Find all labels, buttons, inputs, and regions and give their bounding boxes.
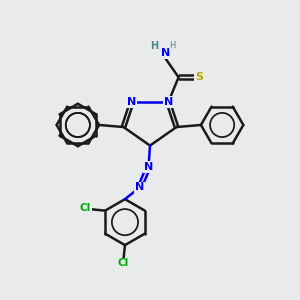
Text: N: N [164, 97, 173, 107]
Text: N: N [144, 162, 153, 172]
Text: N: N [161, 48, 170, 58]
Text: S: S [195, 72, 203, 82]
Text: Cl: Cl [118, 258, 129, 268]
Text: H: H [150, 41, 158, 51]
Text: N: N [127, 97, 136, 107]
Text: H: H [169, 41, 176, 50]
Text: Cl: Cl [80, 203, 91, 213]
Text: N: N [135, 182, 144, 192]
